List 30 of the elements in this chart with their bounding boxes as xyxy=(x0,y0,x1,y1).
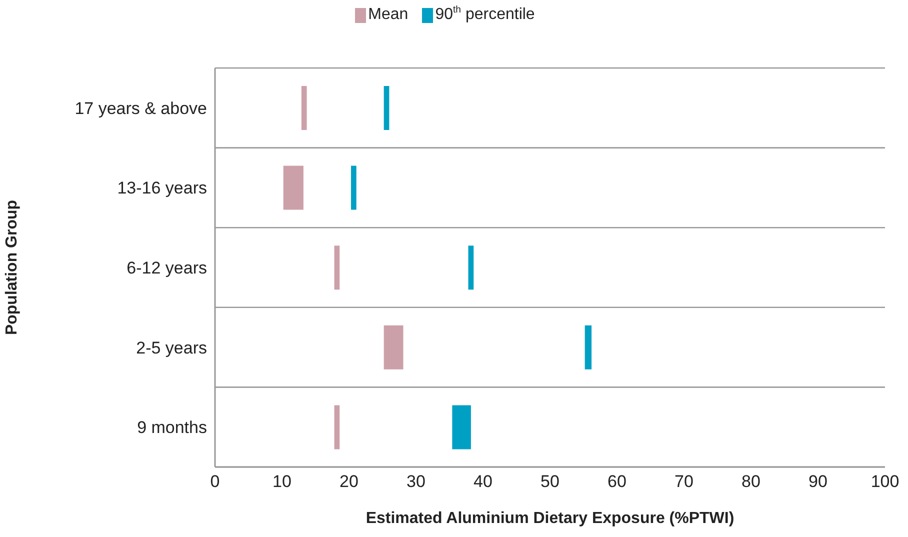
x-tick-label: 50 xyxy=(540,472,560,492)
bar xyxy=(334,246,340,290)
x-tick-label: 30 xyxy=(406,472,426,492)
x-tick-label: 0 xyxy=(210,472,220,492)
y-tick-label: 6-12 years xyxy=(126,258,207,278)
bar xyxy=(301,86,307,130)
x-tick-label: 90 xyxy=(808,472,828,492)
x-tick-label: 100 xyxy=(870,472,900,492)
bar xyxy=(384,86,390,130)
x-tick-label: 70 xyxy=(674,472,694,492)
x-tick-label: 20 xyxy=(340,472,358,492)
x-tick-label: 80 xyxy=(742,472,760,492)
bar xyxy=(283,166,304,210)
legend-label: Mean xyxy=(368,6,408,24)
y-tick-label: 9 months xyxy=(137,418,207,438)
bar xyxy=(334,405,340,450)
x-tick-label: 10 xyxy=(272,472,292,492)
y-axis-title: Population Group xyxy=(4,200,21,336)
bar xyxy=(584,325,592,370)
y-tick-label: 2-5 years xyxy=(136,338,207,358)
bar xyxy=(351,166,356,210)
bar xyxy=(468,246,474,290)
x-axis-title: Estimated Aluminium Dietary Exposure (%PTWI) xyxy=(366,510,734,527)
x-tick-label: 60 xyxy=(608,472,626,492)
bar xyxy=(384,325,404,370)
y-tick-label: 13-16 years xyxy=(117,178,207,198)
legend-label: 90$^{th}$ percentile xyxy=(435,4,535,24)
x-tick-label: 40 xyxy=(474,472,492,492)
bar xyxy=(452,405,471,450)
y-tick-label: 17 years & above xyxy=(74,98,207,118)
